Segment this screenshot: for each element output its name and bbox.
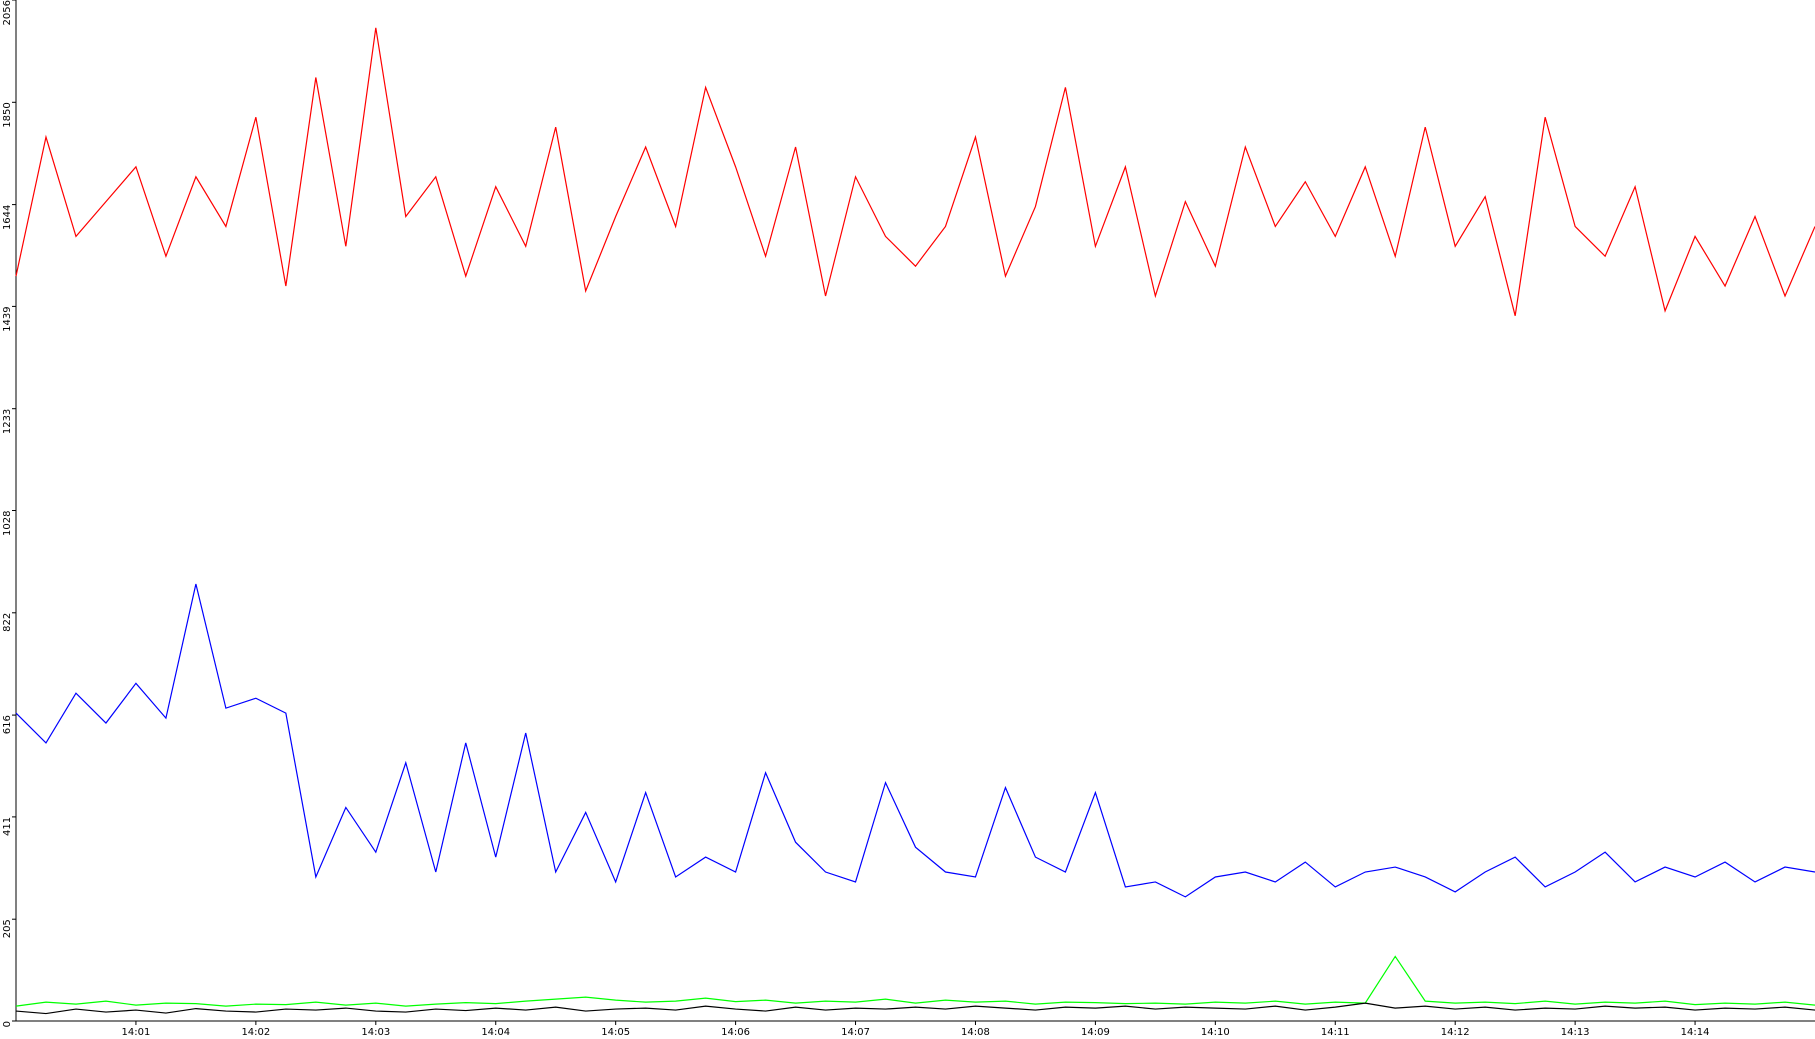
x-tick-label: 14:10: [1201, 1027, 1230, 1038]
y-tick-label: 411: [2, 817, 13, 836]
y-tick-label: 1028: [2, 511, 13, 536]
x-tick-label: 14:08: [961, 1027, 990, 1038]
x-tick-label: 14:04: [481, 1027, 510, 1038]
series-line: [15, 583, 1815, 898]
y-tick-label: 0: [2, 1021, 13, 1027]
y-tick-label: 1850: [2, 102, 13, 127]
x-tick-label: 14:11: [1321, 1027, 1350, 1038]
y-tick-label: 1233: [2, 409, 13, 434]
x-tick-label: 14:06: [721, 1027, 750, 1038]
x-tick-label: 14:03: [361, 1027, 390, 1038]
y-tick-label: 2056: [2, 0, 13, 25]
x-tick-label: 14:05: [601, 1027, 630, 1038]
series-line: [15, 1002, 1815, 1015]
series-line: [15, 27, 1815, 316]
x-tick-label: 14:01: [122, 1027, 151, 1038]
y-tick-label: 1439: [2, 306, 13, 331]
y-tick-label: 822: [2, 613, 13, 632]
series-line: [15, 955, 1815, 1007]
y-tick-label: 1644: [2, 205, 13, 230]
x-tick-label: 14:12: [1441, 1027, 1470, 1038]
y-tick-label: 616: [2, 715, 13, 734]
x-tick-label: 14:09: [1081, 1027, 1110, 1038]
x-tick-label: 14:02: [241, 1027, 270, 1038]
x-tick-label: 14:14: [1681, 1027, 1710, 1038]
y-tick-label: 205: [2, 919, 13, 938]
x-tick-label: 14:13: [1561, 1027, 1590, 1038]
x-tick-label: 14:07: [841, 1027, 870, 1038]
